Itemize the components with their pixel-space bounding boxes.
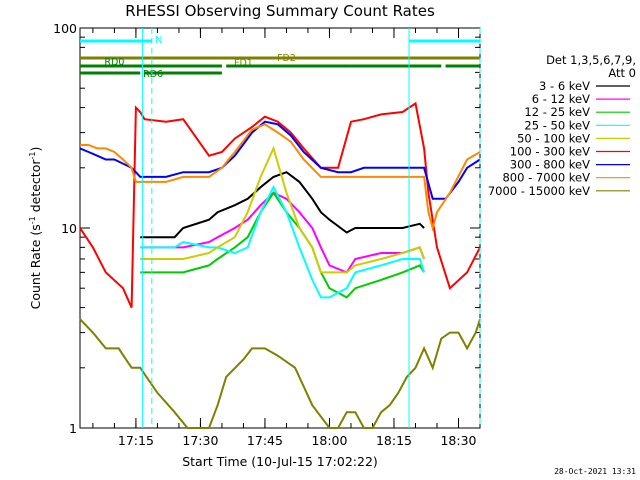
bar-label: FD1 (234, 58, 253, 69)
legend-label: 25 - 50 keV (524, 118, 590, 132)
legend-header-line-1: Det 1,3,5,6,7,9, (546, 53, 636, 67)
series-line-7 (79, 120, 481, 200)
series-line-3 (140, 190, 425, 299)
legend-header-line-2: Att 0 (608, 66, 636, 80)
legend-label: 50 - 100 keV (517, 131, 590, 145)
axis-ticks: 1 10 100 17:15 17:30 17:45 18:00 18:15 18:30 (53, 21, 481, 448)
series-line-9 (79, 318, 481, 429)
footer-timestamp: 28-Oct-2021 13:31 (554, 467, 636, 476)
series-line-4 (140, 185, 426, 299)
bar-label: N (155, 35, 162, 46)
series-line-8 (80, 123, 481, 232)
x-tick-label: 18:00 (311, 433, 347, 448)
chart-title: RHESSI Observing Summary Count Rates (125, 2, 435, 20)
bar-label: FD2 (277, 53, 296, 64)
series-line-5 (140, 145, 426, 274)
legend-label: 100 - 300 keV (510, 145, 590, 159)
x-tick-label: 17:30 (182, 433, 218, 448)
y-axis-label: Count Rate (s-1 detector-1) (28, 147, 43, 310)
bar-label: RD6 (143, 69, 163, 80)
series-line-1 (140, 171, 425, 239)
y-tick-label: 1 (69, 421, 77, 436)
series-layer (79, 101, 481, 429)
y-tick-label: 10 (61, 221, 77, 236)
legend-label: 3 - 6 keV (539, 79, 590, 93)
observing-bars: N FD1 FD2 RD0 RD6 (80, 35, 480, 80)
y-tick-label: 100 (53, 21, 77, 36)
legend-label: 800 - 7000 keV (502, 171, 590, 185)
x-tick-label: 17:45 (247, 433, 283, 448)
series-line-2 (140, 191, 426, 274)
bar-label: RD0 (104, 57, 124, 68)
legend-label: 6 - 12 keV (532, 92, 590, 106)
vertical-markers (141, 28, 481, 428)
x-tick-label: 18:15 (376, 433, 412, 448)
x-tick-label: 17:15 (118, 433, 154, 448)
series-line-6 (79, 101, 481, 309)
x-tick-label: 18:30 (440, 433, 476, 448)
legend-label: 7000 - 15000 keV (488, 184, 590, 198)
x-axis-label: Start Time (10-Jul-15 17:02:22) (182, 454, 378, 469)
legend-label: 12 - 25 keV (524, 105, 590, 119)
legend-label: 300 - 800 keV (510, 158, 590, 172)
